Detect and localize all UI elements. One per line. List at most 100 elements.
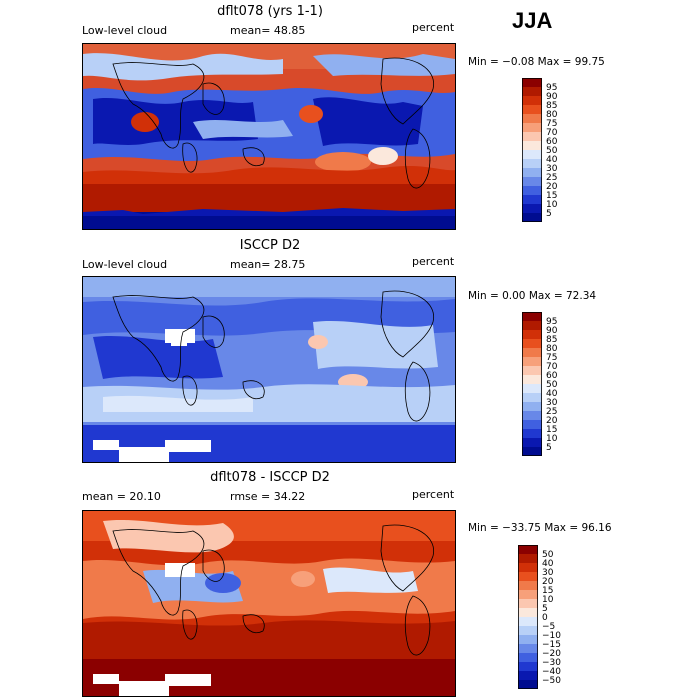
colorbar-swatch: [522, 348, 542, 357]
colorbar-tick-label: 30: [546, 398, 558, 408]
colorbar-swatch: [522, 105, 542, 114]
colorbar-swatch: [522, 204, 542, 213]
colorbar-swatch: [522, 213, 542, 222]
colorbar-swatch: [522, 312, 542, 321]
panel-1-minmax: Min = −0.08 Max = 99.75: [468, 56, 605, 68]
panel-3-minmax: Min = −33.75 Max = 96.16: [468, 522, 612, 534]
colorbar-tick-label: 60: [546, 137, 558, 147]
colorbar-tick-label: 95: [546, 317, 557, 327]
colorbar-tick-label: 70: [546, 362, 558, 372]
colorbar-tick-label: 20: [546, 182, 558, 192]
colorbar-tick-label: 75: [546, 353, 557, 363]
colorbar-tick-label: 80: [546, 110, 558, 120]
colorbar-swatch: [522, 402, 542, 411]
panel-3-units-label: percent: [412, 488, 455, 501]
colorbar-swatch: [522, 447, 542, 456]
colorbar-swatch: [518, 617, 538, 626]
colorbar-tick-label: −5: [542, 622, 555, 632]
panel-1-map: [82, 43, 456, 230]
colorbar-swatch: [522, 141, 542, 150]
colorbar-frame: [518, 545, 538, 689]
panel-2-map: [82, 276, 456, 463]
colorbar-swatch: [518, 644, 538, 653]
panel-1-title: dflt078 (yrs 1-1): [217, 4, 323, 19]
colorbar-tick-label: 85: [546, 335, 557, 345]
panel-2-units-label: percent: [412, 255, 455, 268]
colorbar-swatch: [522, 150, 542, 159]
panel-3-title: dflt078 - ISCCP D2: [210, 470, 330, 485]
colorbar-swatch: [518, 671, 538, 680]
panel-2-minmax: Min = 0.00 Max = 72.34: [468, 290, 597, 302]
colorbar-swatch: [518, 680, 538, 689]
colorbar-swatch: [522, 375, 542, 384]
colorbar-tick-label: 25: [546, 407, 557, 417]
colorbar-swatch: [522, 420, 542, 429]
colorbar-swatch: [522, 87, 542, 96]
colorbar-tick-label: 80: [546, 344, 558, 354]
colorbar-tick-label: 50: [546, 146, 558, 156]
colorbar-swatch: [518, 590, 538, 599]
colorbar-swatch: [522, 438, 542, 447]
panel-2-title: ISCCP D2: [239, 238, 301, 253]
colorbar-tick-label: 40: [542, 559, 554, 569]
colorbar-frame: [522, 78, 542, 222]
colorbar-tick-label: −15: [542, 640, 561, 650]
colorbar-swatch: [518, 545, 538, 554]
colorbar-tick-label: 40: [546, 389, 558, 399]
colorbar-tick-label: 5: [546, 209, 552, 219]
colorbar-frame: [522, 312, 542, 456]
colorbar-swatch: [522, 123, 542, 132]
colorbar-swatch: [522, 411, 542, 420]
panel-2-variable-label: Low-level cloud: [82, 258, 168, 271]
panel-3-map: [82, 510, 456, 697]
colorbar-swatch: [522, 96, 542, 105]
colorbar-swatch: [522, 393, 542, 402]
colorbar-tick-label: 10: [546, 200, 558, 210]
colorbar-tick-label: 50: [546, 380, 558, 390]
colorbar-tick-label: 20: [546, 416, 558, 426]
colorbar-tick-label: 15: [546, 191, 557, 201]
colorbar-swatch: [522, 177, 542, 186]
colorbar-tick-label: −20: [542, 649, 561, 659]
colorbar-tick-label: 15: [546, 425, 557, 435]
colorbar-swatch: [522, 366, 542, 375]
colorbar-swatch: [518, 599, 538, 608]
colorbar-swatch: [518, 563, 538, 572]
colorbar-swatch: [522, 330, 542, 339]
colorbar-swatch: [518, 608, 538, 617]
colorbar-swatch: [522, 357, 542, 366]
colorbar-tick-label: 75: [546, 119, 557, 129]
colorbar-tick-label: −40: [542, 667, 561, 677]
colorbar-swatch: [522, 321, 542, 330]
colorbar-tick-label: 0: [542, 613, 548, 623]
colorbar-tick-label: −10: [542, 631, 561, 641]
colorbar-tick-label: 10: [542, 595, 554, 605]
colorbar-tick-label: 5: [546, 443, 552, 453]
colorbar-swatch: [518, 581, 538, 590]
panel-3-rmse-label: rmse = 34.22: [230, 490, 306, 503]
colorbar-tick-label: 20: [542, 577, 554, 587]
colorbar-tick-label: 10: [546, 434, 558, 444]
panel-1-mean-label: mean= 48.85: [230, 24, 306, 37]
colorbar-tick-label: 90: [546, 92, 558, 102]
colorbar-swatch: [522, 429, 542, 438]
colorbar-swatch: [518, 662, 538, 671]
colorbar-tick-label: −30: [542, 658, 561, 668]
colorbar-swatch: [518, 635, 538, 644]
panel-1-variable-label: Low-level cloud: [82, 24, 168, 37]
colorbar-swatch: [518, 653, 538, 662]
panel-2-mean-label: mean= 28.75: [230, 258, 306, 271]
colorbar-swatch: [518, 554, 538, 563]
colorbar-swatch: [522, 114, 542, 123]
colorbar-swatch: [522, 339, 542, 348]
colorbar-swatch: [522, 195, 542, 204]
colorbar-tick-label: 70: [546, 128, 558, 138]
colorbar-tick-label: 50: [542, 550, 554, 560]
colorbar-tick-label: 90: [546, 326, 558, 336]
colorbar-swatch: [518, 626, 538, 635]
colorbar-swatch: [522, 168, 542, 177]
colorbar-tick-label: 60: [546, 371, 558, 381]
